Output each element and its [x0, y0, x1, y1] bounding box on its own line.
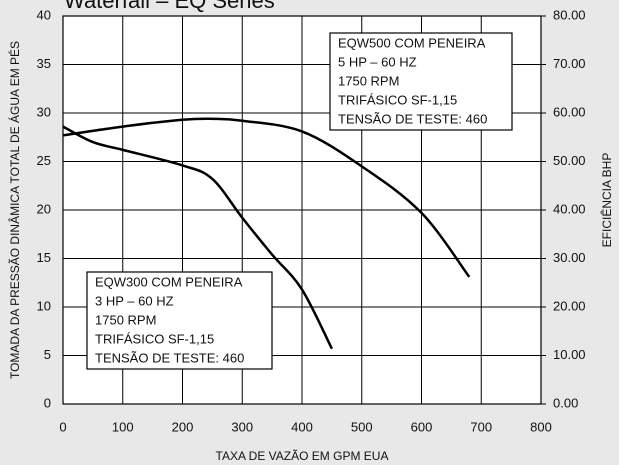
y-tick-label: 15: [37, 250, 51, 265]
annotation-box: [329, 32, 513, 131]
annotation-text: TENSÃO DE TESTE: 460: [95, 350, 244, 365]
x-axis-label: TAXA DE VAZÃO EM GPM EUA: [216, 449, 389, 463]
y2-tick-label: 60.00: [553, 104, 586, 119]
curve: [62, 125, 333, 350]
plot-frame: [62, 15, 542, 405]
x-tick-label: 300: [231, 419, 253, 434]
chart-title: Waterfall – EQ Series: [64, 0, 275, 13]
y2-tick-label: 30.00: [553, 250, 586, 265]
x-tick-label: 100: [112, 419, 134, 434]
annotation-box: [86, 271, 273, 370]
y-tick-label: 10: [37, 298, 51, 313]
annotation-text: 3 HP – 60 HZ: [95, 293, 174, 308]
annotation-text: TRIFÁSICO SF-1,15: [338, 92, 457, 107]
annotation-text: 1750 RPM: [338, 73, 399, 88]
y-tick-label: 5: [44, 347, 51, 362]
y2-tick-label: 40.00: [553, 201, 586, 216]
y2-axis-label: EFICIÊNCIA BHP: [599, 153, 614, 248]
y-tick-label: 30: [37, 104, 51, 119]
x-tick-label: 0: [59, 419, 66, 434]
y2-tick-label: 10.00: [553, 347, 586, 362]
curve: [62, 117, 471, 278]
annotation-text: EQW300 COM PENEIRA: [95, 274, 243, 289]
annotation-text: TRIFÁSICO SF-1,15: [95, 331, 214, 346]
y2-tick-label: 70.00: [553, 56, 586, 71]
y-tick-label: 35: [37, 56, 51, 71]
y2-tick-label: 0.00: [553, 395, 578, 410]
y-tick-label: 25: [37, 153, 51, 168]
annotation-text: 5 HP – 60 HZ: [338, 54, 417, 69]
y-tick-label: 40: [37, 7, 51, 22]
annotation-text: 1750 RPM: [95, 312, 156, 327]
y-tick-label: 0: [44, 395, 51, 410]
y2-tick-label: 80.00: [553, 7, 586, 22]
y-tick-label: 20: [37, 201, 51, 216]
x-tick-label: 400: [291, 419, 313, 434]
x-tick-label: 700: [470, 419, 492, 434]
x-tick-label: 200: [172, 419, 194, 434]
x-tick-label: 800: [530, 419, 552, 434]
x-tick-label: 600: [411, 419, 433, 434]
x-tick-label: 500: [351, 419, 373, 434]
annotation-text: EQW500 COM PENEIRA: [338, 35, 486, 50]
y2-tick-label: 20.00: [553, 298, 586, 313]
annotation-text: TENSÃO DE TESTE: 460: [338, 111, 487, 126]
y-axis-label: TOMADA DA PRESSÃO DINÂMICA TOTAL DE ÁGUA…: [7, 41, 22, 379]
y2-tick-label: 50.00: [553, 153, 586, 168]
